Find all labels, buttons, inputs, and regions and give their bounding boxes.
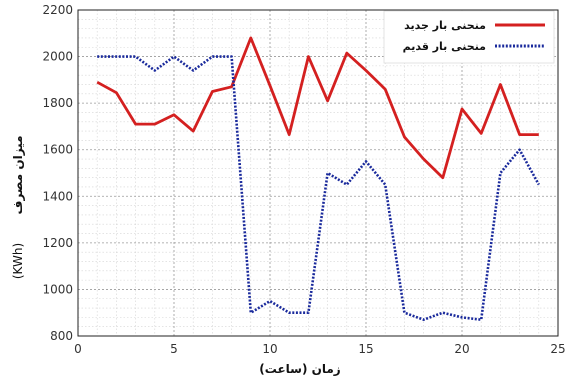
plot-frame bbox=[77, 9, 559, 337]
y-tick-label: 1800 bbox=[42, 96, 73, 110]
y-tick-label: 1000 bbox=[42, 282, 73, 296]
legend-label-old: منحنی بار قدیم bbox=[403, 40, 486, 53]
y-tick-label: 800 bbox=[50, 329, 73, 343]
x-tick-label: 15 bbox=[358, 342, 373, 356]
series-line-old-load bbox=[97, 55, 540, 322]
series-layer bbox=[96, 36, 540, 322]
x-tick-label: 25 bbox=[550, 342, 565, 356]
y-axis-unit-label: (KWh) bbox=[11, 243, 25, 279]
y-tick-label: 2200 bbox=[42, 3, 73, 17]
y-tick-label: 1400 bbox=[42, 189, 73, 203]
x-axis-ticks: 0 5 10 15 20 25 bbox=[74, 342, 565, 356]
x-tick-label: 10 bbox=[262, 342, 277, 356]
x-axis-label: زمان (ساعت) bbox=[259, 362, 341, 376]
x-tick-label: 20 bbox=[454, 342, 469, 356]
legend: منحنی بار جدید منحنی بار قدیم bbox=[383, 10, 555, 64]
series-line-new-load bbox=[96, 36, 539, 180]
y-axis-ticks: 800 1000 1200 1400 1600 1800 2000 2200 bbox=[42, 3, 73, 343]
x-tick-label: 0 bbox=[74, 342, 82, 356]
y-tick-label: 2000 bbox=[42, 50, 73, 64]
y-axis-label: میزان مصرف bbox=[11, 136, 25, 215]
x-tick-label: 5 bbox=[170, 342, 178, 356]
y-tick-label: 1600 bbox=[42, 143, 73, 157]
y-tick-label: 1200 bbox=[42, 236, 73, 250]
legend-box bbox=[383, 10, 555, 64]
legend-label-new: منحنی بار جدید bbox=[404, 19, 486, 32]
